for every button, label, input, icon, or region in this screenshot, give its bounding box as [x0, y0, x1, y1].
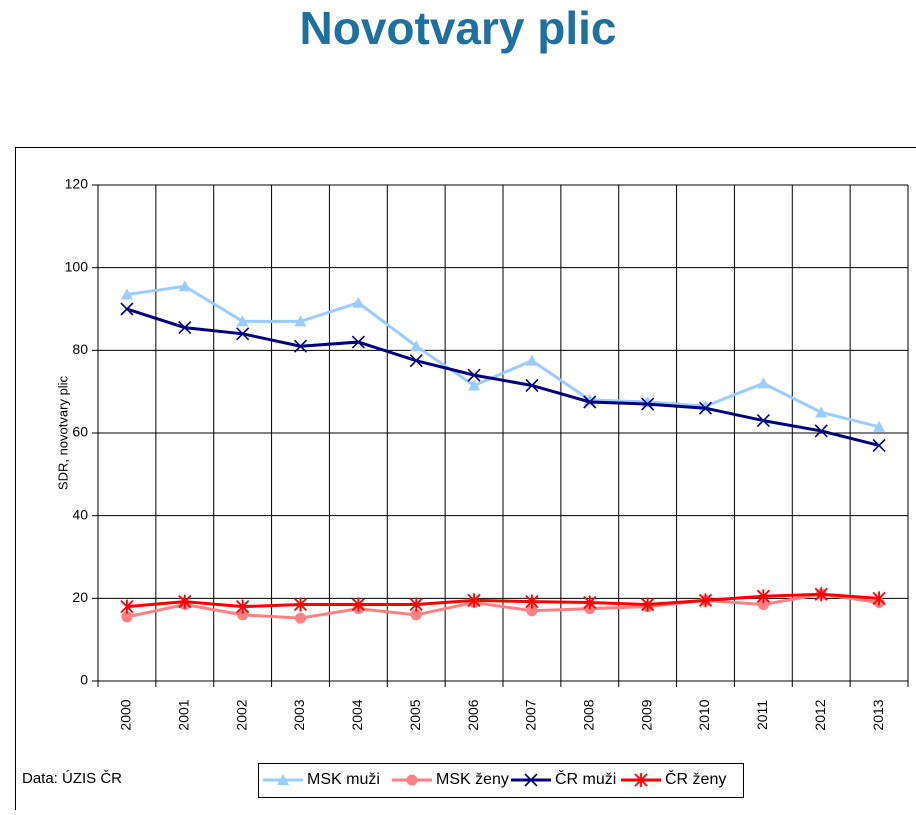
legend-label: ČR muži: [555, 769, 616, 788]
data-point: [295, 613, 306, 624]
x-tick-label: 2002: [233, 699, 249, 730]
y-tick-label: 120: [65, 176, 89, 192]
y-tick-label: 0: [80, 672, 88, 688]
x-tick-label: 2012: [812, 699, 828, 730]
x-tick-label: 2011: [754, 700, 770, 730]
x-tick-label: 2010: [696, 699, 712, 730]
x-tick-label: 2000: [118, 699, 134, 730]
x-tick-label: 2006: [465, 699, 481, 730]
chart-title: Novotvary plic: [300, 2, 617, 54]
x-tick-label: 2005: [407, 699, 423, 730]
x-tick-label: 2007: [523, 699, 539, 730]
y-tick-label: 60: [72, 424, 88, 440]
legend-marker: [407, 775, 418, 786]
x-tick-label: 2009: [638, 699, 654, 730]
data-point: [352, 297, 364, 308]
x-tick-label: 2008: [580, 699, 596, 730]
y-tick-label: 100: [65, 258, 89, 274]
legend-label: ČR ženy: [665, 769, 726, 788]
x-tick-label: 2004: [349, 699, 365, 730]
x-tick-label: 2001: [175, 699, 191, 730]
x-tick-label: 2003: [291, 699, 307, 730]
data-point: [757, 377, 769, 388]
source-note: Data: ÚZIS ČR: [22, 770, 122, 787]
y-tick-label: 40: [72, 506, 88, 522]
y-axis-label: SDR, novotvary plic: [55, 375, 70, 490]
data-point: [526, 355, 538, 366]
y-tick-label: 80: [72, 341, 88, 357]
x-tick-label: 2013: [870, 699, 886, 730]
legend-label: MSK muži: [307, 771, 380, 788]
y-tick-label: 20: [72, 589, 88, 605]
legend-label: MSK ženy: [436, 771, 509, 788]
